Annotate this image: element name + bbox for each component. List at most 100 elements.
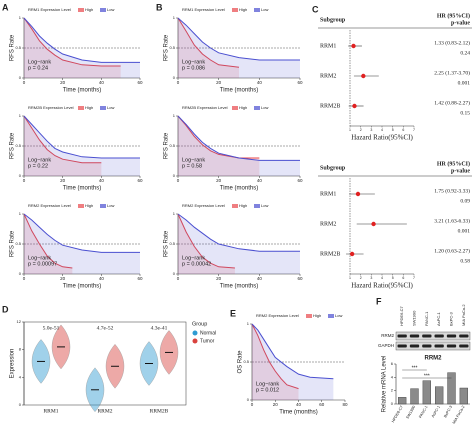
survival-curve: [177, 213, 300, 252]
header: Subgroup: [320, 165, 346, 171]
legend-swatch: [306, 314, 312, 318]
y-axis-label: RFS Rate: [164, 34, 170, 61]
x-axis-label: Time (months): [63, 88, 101, 94]
blot-column-label: AsPC-1: [436, 311, 441, 326]
bar: [398, 397, 407, 405]
legend-swatch: [78, 106, 84, 110]
p-value: 0.15: [460, 110, 470, 116]
legend-title: Group: [192, 321, 207, 327]
bar: [459, 387, 468, 405]
survival-curve: [23, 17, 140, 63]
y-axis-label: Relative mRNA Level: [382, 356, 388, 413]
blot-band: [409, 344, 420, 348]
annotation: ***: [412, 365, 418, 371]
panel-label: F: [376, 296, 382, 306]
y-axis-label: RFS Rate: [10, 132, 16, 159]
x-tick-label: 20: [60, 80, 66, 85]
annotation: p = 0.22: [28, 163, 48, 169]
panel-label: B: [156, 2, 163, 12]
x-tick-label: 40: [99, 80, 105, 85]
blot-band: [434, 344, 444, 348]
legend-label: High: [85, 105, 93, 110]
confidence-band: [178, 214, 235, 274]
blot-column-label: HPDE6-C7: [399, 305, 404, 326]
legend-label: High: [239, 105, 247, 110]
x-tick-label: RRM1: [44, 408, 59, 414]
y-axis-label: RFS Rate: [164, 132, 170, 159]
x-tick-label: 20: [60, 178, 66, 183]
legend-swatch: [232, 204, 238, 208]
x-tick-label: 5: [392, 128, 394, 132]
x-tick-label: 4: [381, 276, 383, 280]
survival-curve: [177, 115, 300, 161]
y-tick-label: 12: [17, 319, 22, 324]
y-tick-label: 4: [19, 374, 22, 379]
legend-label: High: [85, 7, 93, 12]
y-tick-label: 0.5: [169, 241, 175, 246]
legend-label: Low: [261, 105, 268, 110]
panel-label: C: [312, 4, 319, 14]
y-tick-label: 1: [19, 113, 22, 118]
x-tick-label: 4: [381, 128, 383, 132]
x-tick-label: 7: [413, 128, 415, 132]
confidence-band: [252, 324, 334, 400]
y-axis-label: RFS Rate: [10, 230, 16, 257]
blot-band: [397, 334, 407, 338]
x-axis-label: Hazard Ratio(95%CI): [351, 134, 413, 142]
blot-column-label: BxPC-3: [449, 311, 454, 326]
hr-point: [371, 221, 376, 227]
x-tick-label: 7: [413, 276, 415, 280]
legend-swatch: [100, 8, 106, 12]
y-tick-label: 0.5: [169, 45, 175, 50]
blot-band: [422, 344, 432, 348]
x-axis-label: Time (months): [220, 186, 258, 192]
legend-label: Low: [107, 105, 114, 110]
x-tick-label: 0: [177, 276, 180, 281]
x-tick-label: 40: [296, 402, 302, 407]
hr-point: [349, 251, 355, 257]
header: p-value: [451, 20, 470, 26]
row-label: RRM2B: [320, 251, 340, 257]
hr-label: 1.75 (0.92-3.33): [434, 187, 470, 194]
x-tick-label: 0: [23, 276, 26, 281]
chart-title: RRM2: [424, 356, 442, 362]
legend-title: RRM2 Expression Level: [182, 203, 225, 208]
legend-title: RRM2B Expression Level: [182, 105, 228, 110]
p-value: 0.001: [458, 228, 471, 234]
x-tick-label: BxPC-3: [443, 405, 453, 418]
y-tick-label: 0: [19, 402, 22, 407]
bar: [435, 386, 444, 405]
y-axis-label: Expression: [10, 349, 16, 379]
row-label: RRM2B: [320, 103, 340, 109]
legend-title: RRM1 Expression Level: [28, 7, 71, 12]
hr-point: [355, 191, 361, 197]
legend-swatch: [328, 314, 334, 318]
x-axis-label: Hazard Ratio(95%CI): [351, 282, 413, 290]
confidence-band: [178, 18, 239, 78]
x-tick-label: AsPC-1: [431, 405, 441, 418]
hr-label: 1.42 (0.88-2.27): [434, 99, 470, 106]
annotation: p = 0.58: [182, 163, 202, 169]
legend-swatch: [100, 204, 106, 208]
x-tick-label: 6: [402, 128, 404, 132]
annotation: Log−rank: [28, 59, 51, 65]
annotation: Log−rank: [256, 381, 279, 387]
hr-point: [351, 43, 356, 49]
x-tick-label: HPDE6-C7: [391, 405, 404, 423]
panel-label: A: [2, 2, 9, 12]
blot-band: [459, 334, 469, 338]
annotation: p = 0.24: [28, 65, 48, 71]
annotation: 5.0e-51: [43, 325, 60, 331]
blot-column-label: PANC-1: [424, 311, 429, 326]
x-tick-label: PANC-1: [418, 405, 428, 419]
blot-band: [434, 334, 444, 338]
annotation: p = 0.00042: [182, 261, 211, 267]
annotation: Log−rank: [28, 157, 51, 163]
x-tick-label: 20: [216, 80, 222, 85]
legend-label: High: [313, 313, 321, 318]
legend-label: Low: [107, 7, 114, 12]
survival-curve: [23, 115, 140, 159]
blot-band: [422, 334, 432, 338]
survival-curve: [23, 115, 102, 164]
confidence-band: [24, 116, 102, 176]
